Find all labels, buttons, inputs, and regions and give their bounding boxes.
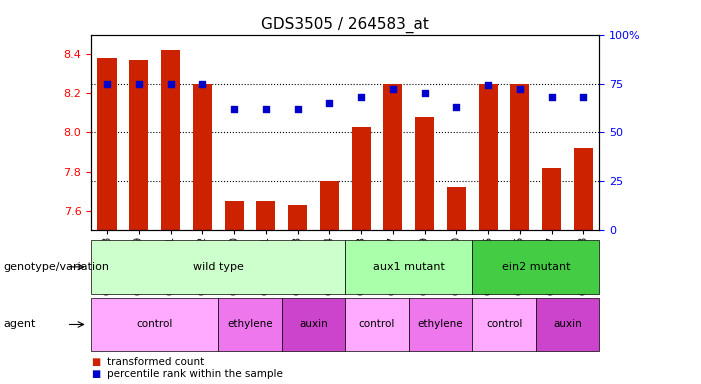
Bar — [97, 58, 116, 230]
Point — [165, 81, 176, 87]
Point — [229, 106, 240, 112]
Bar — [479, 84, 498, 230]
Text: control: control — [486, 319, 522, 329]
Point — [292, 106, 304, 112]
Text: ethylene: ethylene — [227, 319, 273, 329]
Point — [578, 94, 589, 100]
Point — [387, 86, 398, 93]
Point — [102, 81, 113, 87]
Bar — [447, 187, 466, 230]
Text: transformed count: transformed count — [107, 357, 204, 367]
Bar — [542, 168, 562, 230]
Point — [324, 100, 335, 106]
Text: auxin: auxin — [553, 319, 582, 329]
Text: control: control — [359, 319, 395, 329]
Bar — [288, 205, 307, 230]
Text: control: control — [137, 319, 173, 329]
Text: aux1 mutant: aux1 mutant — [373, 262, 444, 272]
Bar — [383, 84, 402, 230]
Point — [197, 81, 208, 87]
Bar — [129, 60, 149, 230]
Bar — [161, 50, 180, 230]
Bar — [320, 182, 339, 230]
Bar — [415, 117, 434, 230]
Title: GDS3505 / 264583_at: GDS3505 / 264583_at — [261, 17, 429, 33]
Point — [451, 104, 462, 110]
Bar — [224, 201, 244, 230]
Bar — [352, 127, 371, 230]
Bar — [257, 201, 275, 230]
Text: ethylene: ethylene — [418, 319, 463, 329]
Point — [482, 83, 494, 89]
Point — [355, 94, 367, 100]
Point — [260, 106, 271, 112]
Point — [546, 94, 557, 100]
Text: ■: ■ — [91, 357, 100, 367]
Text: ein2 mutant: ein2 mutant — [502, 262, 570, 272]
Point — [515, 86, 526, 93]
Text: auxin: auxin — [299, 319, 328, 329]
Text: genotype/variation: genotype/variation — [4, 262, 109, 272]
Bar — [510, 84, 529, 230]
Point — [133, 81, 144, 87]
Bar — [574, 148, 593, 230]
Text: wild type: wild type — [193, 262, 244, 272]
Text: percentile rank within the sample: percentile rank within the sample — [107, 369, 283, 379]
Bar — [193, 84, 212, 230]
Text: ■: ■ — [91, 369, 100, 379]
Text: agent: agent — [4, 319, 36, 329]
Point — [419, 90, 430, 96]
